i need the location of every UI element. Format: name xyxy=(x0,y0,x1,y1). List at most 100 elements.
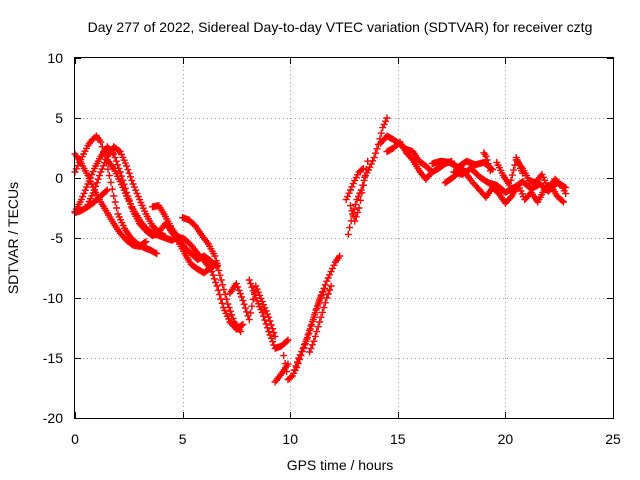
data-point xyxy=(280,352,288,360)
x-tick-label: 20 xyxy=(498,431,514,447)
data-point xyxy=(104,165,112,173)
data-point xyxy=(92,182,100,190)
data-point xyxy=(358,166,366,174)
data-point xyxy=(258,308,266,316)
x-tick-label: 5 xyxy=(179,431,187,447)
data-point xyxy=(346,224,354,232)
data-point xyxy=(283,368,291,376)
data-point xyxy=(486,167,494,175)
grid-lines xyxy=(75,58,613,418)
data-point xyxy=(373,145,381,153)
data-point xyxy=(352,213,360,221)
y-tick-label: 10 xyxy=(47,50,63,66)
data-point xyxy=(238,293,246,301)
data-point xyxy=(236,290,244,298)
data-point xyxy=(79,193,87,200)
data-point xyxy=(111,198,119,206)
data-point xyxy=(248,302,256,310)
data-point xyxy=(261,316,269,324)
data-point xyxy=(87,174,94,182)
data-point xyxy=(94,175,102,183)
series-track-11 xyxy=(207,264,247,333)
x-tick-label: 10 xyxy=(282,431,298,447)
data-point xyxy=(348,207,356,215)
data-point xyxy=(262,307,270,315)
data-point xyxy=(208,268,216,276)
data-point xyxy=(235,286,243,294)
data-point xyxy=(510,166,518,174)
data-point xyxy=(303,334,311,342)
data-point xyxy=(311,311,319,319)
data-point xyxy=(485,163,493,171)
data-point xyxy=(263,324,271,332)
data-point xyxy=(377,129,385,137)
data-point xyxy=(558,197,566,205)
data-point xyxy=(228,311,236,319)
data-point xyxy=(96,172,103,180)
y-tick-label: 5 xyxy=(55,110,63,126)
data-point xyxy=(379,124,387,132)
data-point xyxy=(105,172,113,180)
data-point xyxy=(260,312,267,320)
series-track-27 xyxy=(441,164,475,187)
data-point xyxy=(248,283,256,291)
data-point xyxy=(267,334,275,342)
tick-labels: 0 5 10 15 20 25 -20 -15 -10 -5 0 5 10 xyxy=(43,50,621,447)
data-point xyxy=(133,189,141,197)
data-point xyxy=(483,156,491,164)
data-point xyxy=(97,168,105,176)
data-point xyxy=(327,282,335,290)
data-point xyxy=(380,120,388,128)
y-axis-title: SDTVAR / TECUs xyxy=(5,182,21,294)
chart-title: Day 277 of 2022, Sidereal Day-to-day VTE… xyxy=(88,19,593,35)
data-point xyxy=(319,308,326,316)
plot-frame xyxy=(74,57,614,419)
data-point xyxy=(217,276,225,284)
data-point xyxy=(292,362,300,370)
data-point xyxy=(217,295,225,303)
data-point xyxy=(72,165,80,173)
data-point xyxy=(74,162,82,170)
data-point xyxy=(336,252,344,260)
data-point xyxy=(281,360,289,368)
data-point xyxy=(345,189,353,197)
data-point xyxy=(240,300,248,308)
data-point xyxy=(556,180,564,188)
data-point xyxy=(519,169,527,177)
data-point xyxy=(260,301,267,309)
data-point xyxy=(128,176,136,184)
y-tick-label: -10 xyxy=(43,290,63,306)
data-point xyxy=(354,192,362,200)
data-point xyxy=(102,187,110,195)
data-point xyxy=(124,166,132,174)
data-point xyxy=(93,179,101,187)
data-point xyxy=(296,351,304,359)
data-point xyxy=(316,294,324,302)
data-point xyxy=(372,149,380,157)
data-point xyxy=(364,157,372,165)
y-tick-label: -5 xyxy=(51,230,64,246)
data-point xyxy=(344,192,352,200)
data-point xyxy=(301,341,308,349)
data-point xyxy=(83,183,91,191)
y-tick-label: -20 xyxy=(43,410,63,426)
data-point xyxy=(239,320,247,328)
data-point xyxy=(114,161,122,169)
data-point xyxy=(361,173,369,181)
data-point xyxy=(348,183,356,191)
data-point xyxy=(239,296,247,304)
data-point xyxy=(299,344,307,352)
data-point xyxy=(323,277,331,285)
data-point xyxy=(324,290,332,298)
data-point xyxy=(352,200,359,208)
series-track-18 xyxy=(344,114,391,238)
data-point xyxy=(311,332,319,340)
data-point xyxy=(330,261,338,269)
data-point xyxy=(321,284,329,292)
data-point xyxy=(287,373,295,381)
data-point xyxy=(249,287,257,295)
data-point xyxy=(347,186,354,194)
data-point xyxy=(317,313,325,321)
data-point xyxy=(370,154,378,162)
